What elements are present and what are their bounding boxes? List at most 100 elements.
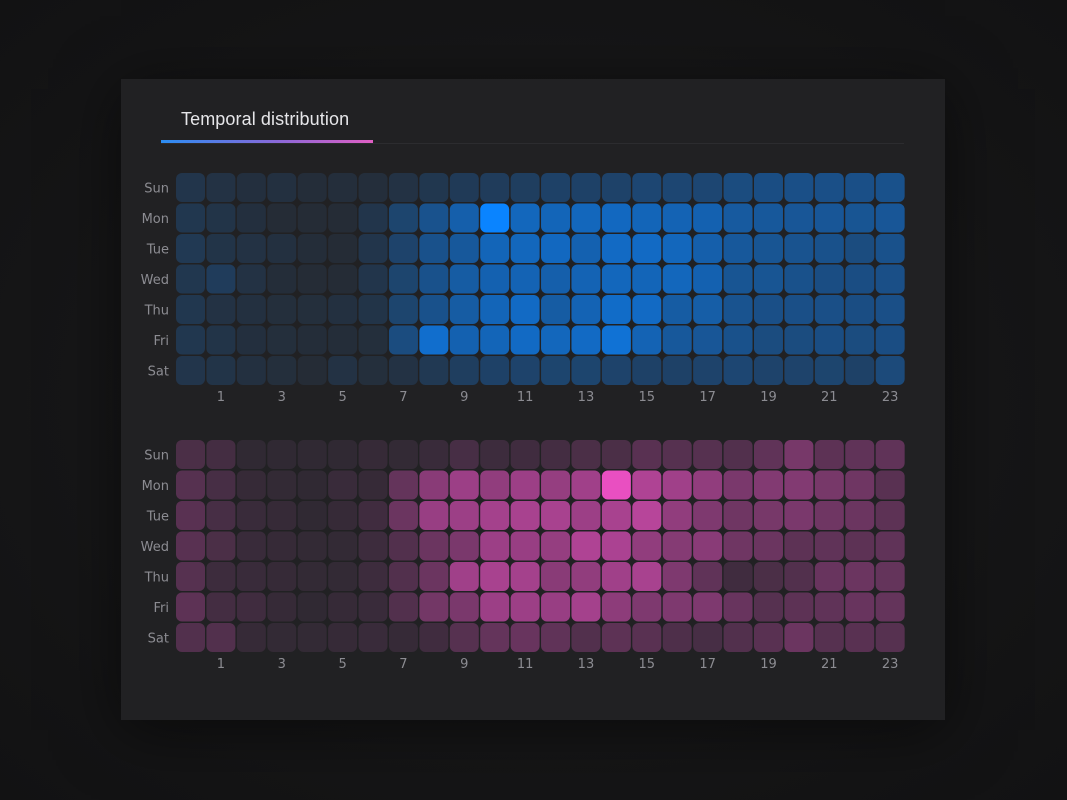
cell-sun-1[interactable] [206, 440, 236, 469]
cell-thu-12[interactable] [541, 295, 571, 324]
cell-tue-7[interactable] [388, 234, 418, 263]
cell-tue-1[interactable] [206, 501, 236, 530]
cell-sat-18[interactable] [723, 623, 753, 652]
cell-sat-17[interactable] [693, 623, 723, 652]
cell-thu-14[interactable] [601, 295, 631, 324]
cell-tue-1[interactable] [206, 234, 236, 263]
cell-thu-8[interactable] [419, 295, 449, 324]
cell-sat-5[interactable] [328, 356, 358, 385]
cell-sat-5[interactable] [328, 623, 358, 652]
cell-thu-20[interactable] [784, 295, 814, 324]
cell-sat-18[interactable] [723, 356, 753, 385]
cell-sat-7[interactable] [388, 623, 418, 652]
cell-thu-8[interactable] [419, 562, 449, 591]
cell-mon-20[interactable] [784, 203, 814, 233]
cell-thu-7[interactable] [388, 562, 418, 591]
cell-tue-12[interactable] [541, 234, 571, 263]
cell-tue-21[interactable] [814, 234, 844, 263]
cell-mon-7[interactable] [388, 470, 418, 500]
cell-sun-21[interactable] [814, 440, 844, 469]
cell-fri-0[interactable] [176, 592, 205, 622]
cell-sun-2[interactable] [236, 440, 266, 469]
cell-thu-7[interactable] [388, 295, 418, 324]
cell-wed-7[interactable] [388, 264, 418, 294]
cell-sun-22[interactable] [845, 440, 875, 469]
cell-tue-3[interactable] [267, 234, 297, 263]
cell-sun-4[interactable] [297, 440, 327, 469]
cell-thu-23[interactable] [875, 295, 905, 324]
cell-wed-17[interactable] [693, 264, 723, 294]
cell-sat-6[interactable] [358, 623, 388, 652]
cell-fri-18[interactable] [723, 325, 753, 355]
cell-tue-23[interactable] [875, 501, 905, 530]
cell-sun-14[interactable] [601, 173, 631, 202]
cell-sat-17[interactable] [693, 356, 723, 385]
cell-tue-23[interactable] [875, 234, 905, 263]
cell-thu-3[interactable] [267, 562, 297, 591]
cell-mon-16[interactable] [662, 470, 692, 500]
cell-tue-12[interactable] [541, 501, 571, 530]
cell-thu-16[interactable] [662, 295, 692, 324]
cell-tue-8[interactable] [419, 501, 449, 530]
cell-sat-22[interactable] [845, 356, 875, 385]
cell-tue-5[interactable] [328, 234, 358, 263]
cell-sun-5[interactable] [328, 440, 358, 469]
cell-tue-3[interactable] [267, 501, 297, 530]
cell-sat-21[interactable] [814, 623, 844, 652]
cell-sat-14[interactable] [601, 623, 631, 652]
cell-mon-14[interactable] [601, 203, 631, 233]
cell-tue-22[interactable] [845, 234, 875, 263]
cell-mon-8[interactable] [419, 470, 449, 500]
cell-sun-20[interactable] [784, 173, 814, 202]
cell-wed-10[interactable] [480, 264, 510, 294]
cell-sat-9[interactable] [449, 356, 479, 385]
cell-fri-1[interactable] [206, 325, 236, 355]
cell-tue-14[interactable] [601, 501, 631, 530]
cell-thu-17[interactable] [693, 562, 723, 591]
cell-wed-1[interactable] [206, 531, 236, 561]
cell-wed-23[interactable] [875, 264, 905, 294]
cell-mon-11[interactable] [510, 203, 540, 233]
cell-thu-0[interactable] [176, 562, 205, 591]
cell-tue-2[interactable] [236, 234, 266, 263]
cell-sat-1[interactable] [206, 623, 236, 652]
cell-wed-1[interactable] [206, 264, 236, 294]
cell-wed-0[interactable] [176, 264, 205, 294]
cell-wed-15[interactable] [632, 531, 662, 561]
cell-sat-0[interactable] [176, 623, 205, 652]
cell-sat-12[interactable] [541, 356, 571, 385]
cell-mon-5[interactable] [328, 470, 358, 500]
cell-wed-21[interactable] [814, 531, 844, 561]
cell-tue-16[interactable] [662, 501, 692, 530]
cell-wed-14[interactable] [601, 264, 631, 294]
cell-thu-6[interactable] [358, 562, 388, 591]
cell-sat-7[interactable] [388, 356, 418, 385]
cell-fri-1[interactable] [206, 592, 236, 622]
cell-fri-20[interactable] [784, 325, 814, 355]
cell-tue-10[interactable] [480, 501, 510, 530]
cell-mon-17[interactable] [693, 203, 723, 233]
cell-fri-12[interactable] [541, 325, 571, 355]
cell-mon-21[interactable] [814, 203, 844, 233]
cell-thu-18[interactable] [723, 562, 753, 591]
cell-tue-22[interactable] [845, 501, 875, 530]
cell-fri-22[interactable] [845, 325, 875, 355]
cell-wed-8[interactable] [419, 264, 449, 294]
cell-thu-22[interactable] [845, 562, 875, 591]
cell-sun-14[interactable] [601, 440, 631, 469]
cell-sat-4[interactable] [297, 356, 327, 385]
cell-thu-11[interactable] [510, 295, 540, 324]
cell-sun-7[interactable] [388, 173, 418, 202]
cell-sat-12[interactable] [541, 623, 571, 652]
cell-sat-23[interactable] [875, 356, 905, 385]
cell-sun-3[interactable] [267, 173, 297, 202]
cell-thu-5[interactable] [328, 295, 358, 324]
cell-wed-5[interactable] [328, 264, 358, 294]
cell-mon-13[interactable] [571, 470, 601, 500]
cell-tue-16[interactable] [662, 234, 692, 263]
cell-wed-12[interactable] [541, 531, 571, 561]
cell-thu-16[interactable] [662, 562, 692, 591]
cell-sat-2[interactable] [236, 356, 266, 385]
cell-mon-8[interactable] [419, 203, 449, 233]
cell-tue-15[interactable] [632, 234, 662, 263]
